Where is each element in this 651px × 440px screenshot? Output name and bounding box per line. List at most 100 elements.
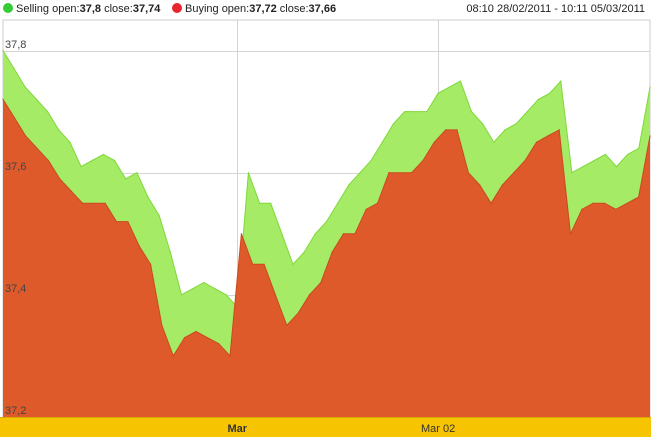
data-point-buying	[592, 202, 594, 204]
data-point-buying	[388, 172, 390, 174]
data-point-selling	[102, 153, 104, 155]
data-point-buying	[615, 208, 617, 210]
selling-close-label: close:	[101, 3, 133, 15]
selling-label: Selling open:	[16, 3, 80, 15]
data-point-buying	[456, 129, 458, 131]
data-point-buying	[115, 221, 118, 223]
legend-item-buying[interactable]: Buying open:37,72 close:37,66	[172, 3, 336, 15]
data-point-buying	[59, 178, 61, 180]
data-point-selling	[337, 202, 339, 204]
data-point-buying	[161, 324, 163, 326]
data-point-selling	[247, 172, 249, 174]
data-point-selling	[437, 92, 439, 94]
data-point-buying	[218, 343, 220, 345]
data-point-buying	[252, 263, 254, 265]
data-point-buying	[467, 172, 469, 174]
data-point-selling	[13, 68, 15, 70]
data-point-buying	[626, 202, 628, 204]
data-point-buying	[81, 202, 84, 204]
data-point-selling	[214, 288, 216, 290]
data-point-selling	[281, 233, 283, 235]
data-point-buying	[150, 263, 152, 265]
data-point-buying	[638, 196, 640, 198]
data-point-buying	[422, 159, 424, 162]
data-point-selling	[348, 184, 350, 186]
y-tick-label: 37,6	[5, 161, 26, 173]
data-point-buying	[649, 135, 651, 137]
data-point-selling	[80, 166, 82, 168]
data-point-buying	[308, 294, 311, 296]
data-point-buying	[104, 202, 106, 204]
data-point-selling	[627, 153, 629, 155]
legend-bar: Selling open:37,8 close:37,74 Buying ope…	[0, 0, 651, 20]
y-tick-label: 37,8	[5, 39, 26, 51]
buying-dot-icon	[172, 3, 182, 13]
data-point-selling	[649, 86, 651, 88]
data-point-buying	[286, 324, 288, 326]
data-point-selling	[24, 86, 26, 88]
y-tick-label: 37,2	[5, 405, 26, 417]
data-point-selling	[136, 172, 138, 174]
data-point-buying	[569, 233, 572, 235]
data-point-selling	[638, 147, 640, 149]
data-point-selling	[549, 92, 551, 94]
data-point-buying	[138, 245, 140, 247]
data-point-selling	[270, 202, 272, 204]
buying-open-value: 37,72	[249, 3, 277, 15]
data-point-buying	[70, 190, 72, 192]
data-point-selling	[292, 263, 294, 265]
y-tick-label: 37,4	[5, 283, 26, 295]
data-point-buying	[25, 135, 27, 137]
data-point-selling	[493, 141, 495, 143]
data-point-selling	[158, 214, 160, 216]
buying-close-label: close:	[276, 3, 309, 15]
data-point-selling	[314, 233, 316, 235]
data-point-selling	[404, 111, 406, 113]
data-point-buying	[206, 337, 208, 339]
data-point-buying	[354, 233, 356, 235]
data-point-selling	[2, 49, 4, 52]
data-point-buying	[127, 221, 129, 223]
data-point-buying	[433, 141, 435, 143]
data-point-buying	[229, 355, 231, 357]
data-point-buying	[195, 330, 197, 333]
data-point-buying	[13, 117, 15, 119]
data-point-selling	[114, 159, 116, 162]
data-point-selling	[203, 282, 205, 284]
data-point-selling	[504, 129, 506, 131]
buying-close-value: 37,66	[308, 3, 337, 15]
data-point-selling	[69, 141, 71, 143]
buying-label: Buying open:	[185, 3, 250, 15]
x-tick-label: Mar	[228, 423, 248, 435]
data-point-buying	[172, 355, 174, 357]
data-point-selling	[359, 172, 361, 174]
data-point-buying	[36, 147, 38, 149]
data-point-selling	[35, 98, 38, 100]
data-point-selling	[571, 172, 573, 174]
data-point-selling	[459, 80, 461, 82]
data-point-buying	[558, 129, 560, 131]
data-point-selling	[426, 111, 428, 113]
selling-dot-icon	[3, 3, 13, 13]
x-tick-label: Mar 02	[421, 423, 455, 435]
x-axis-band	[0, 417, 651, 437]
data-point-buying	[342, 233, 345, 235]
data-point-selling	[482, 123, 484, 125]
data-point-buying	[547, 135, 549, 137]
data-point-selling	[147, 196, 149, 198]
data-point-buying	[399, 172, 401, 174]
data-point-selling	[604, 153, 607, 155]
legend-item-selling[interactable]: Selling open:37,8 close:37,74	[3, 3, 160, 15]
data-point-selling	[325, 221, 328, 223]
data-point-selling	[537, 98, 540, 100]
data-point-buying	[535, 141, 538, 143]
data-point-selling	[526, 111, 528, 113]
selling-open-value: 37,8	[79, 3, 102, 15]
data-point-buying	[331, 251, 333, 253]
data-point-selling	[392, 123, 394, 125]
data-point-buying	[581, 208, 583, 210]
data-point-buying	[445, 129, 447, 131]
data-point-buying	[93, 202, 95, 204]
data-point-selling	[169, 251, 171, 253]
